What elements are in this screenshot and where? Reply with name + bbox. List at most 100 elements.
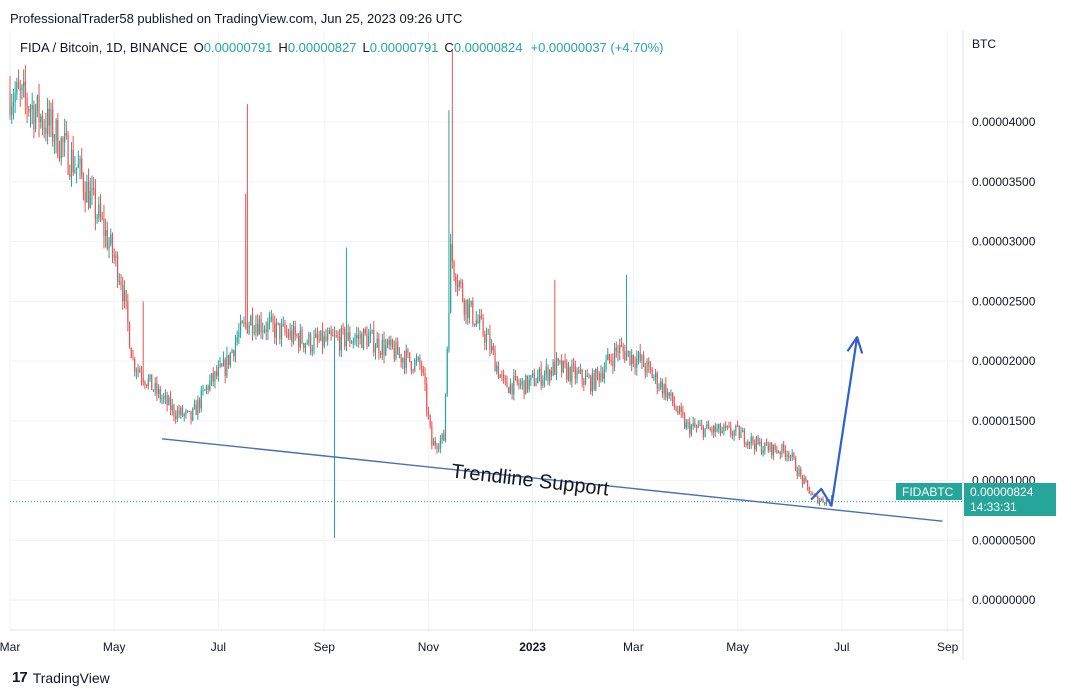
candle-body <box>533 373 535 386</box>
candle-body <box>306 343 308 345</box>
candle-body <box>356 335 358 339</box>
candle-body <box>279 323 281 340</box>
candle-body <box>330 330 332 336</box>
candle-body <box>583 380 585 385</box>
candle-body <box>550 370 552 376</box>
candle-body <box>349 332 351 344</box>
candle-body <box>564 360 566 364</box>
candle-body <box>455 276 457 285</box>
trendline-support[interactable] <box>161 438 943 522</box>
candle-body <box>593 373 595 390</box>
candle-body <box>494 350 496 372</box>
candle-body <box>419 357 421 366</box>
candle-body <box>388 340 390 346</box>
y-tick-label: 0.00000000 <box>972 593 1036 607</box>
grid <box>9 30 963 630</box>
candle-body <box>817 495 819 504</box>
time-axis[interactable]: Mar May Jul Sep Nov 2023 Mar May Jul Sep <box>0 640 959 654</box>
candle-body <box>415 359 418 361</box>
candle-body <box>523 380 525 395</box>
candle-body <box>721 430 723 434</box>
candle-body <box>204 389 206 391</box>
candle-body <box>77 164 79 168</box>
candle-body <box>685 423 687 428</box>
candle-body <box>571 364 573 382</box>
candle-body <box>443 433 445 441</box>
candle-body <box>656 373 658 389</box>
candle-body <box>154 382 156 391</box>
candle-body <box>549 370 551 382</box>
candle-body <box>520 383 522 386</box>
projection-arrowhead <box>846 336 864 354</box>
candle-body <box>327 333 329 341</box>
candle-body <box>528 379 530 390</box>
candle-body <box>629 351 631 365</box>
candle-body <box>304 343 307 349</box>
candle-body <box>554 361 556 375</box>
candle-body <box>245 322 247 325</box>
candle-body <box>251 315 254 333</box>
x-tick-label: Sep <box>937 640 959 654</box>
projection-arrow[interactable] <box>810 337 859 507</box>
candle-body <box>513 375 515 395</box>
candle-body <box>701 424 703 427</box>
x-tick-label: May <box>726 640 749 654</box>
candle-body <box>668 392 670 396</box>
candle-body <box>820 498 822 501</box>
candle-body <box>178 410 180 415</box>
footer: 17 TradingView <box>12 669 110 686</box>
candle-body <box>350 342 353 344</box>
candle-body <box>289 330 291 338</box>
candle-body <box>557 358 559 361</box>
candle-body <box>110 234 112 245</box>
candle-body <box>87 181 90 208</box>
candle-body <box>812 494 814 496</box>
candle-body <box>216 371 218 376</box>
candle-body <box>622 346 624 352</box>
candle-body <box>738 425 740 439</box>
candle-body <box>231 350 233 353</box>
candle-body <box>156 382 158 394</box>
candle-body <box>286 332 288 334</box>
candle-body <box>390 339 392 346</box>
candle-body <box>687 422 689 424</box>
candle-body <box>661 381 664 395</box>
candle-body <box>432 441 435 446</box>
symbol-badge-bg <box>896 483 962 500</box>
candle-body <box>723 425 725 431</box>
candle-body <box>608 354 611 360</box>
candle-body <box>122 285 124 302</box>
candle-body <box>461 283 464 301</box>
candle-body <box>791 453 793 457</box>
price-axis[interactable]: 0.00004000 0.00003500 0.00003000 0.00002500… <box>972 115 1036 607</box>
candle-body <box>212 373 214 382</box>
candle-body <box>219 364 221 367</box>
candle-body <box>371 330 373 333</box>
candle-body <box>424 373 426 385</box>
tradingview-logo-icon[interactable]: 17 <box>12 669 28 686</box>
candle-body <box>12 102 15 107</box>
candle-body <box>485 333 488 343</box>
candle-body <box>60 138 62 159</box>
open-label: O <box>194 40 204 55</box>
candle-body <box>499 374 501 378</box>
candle-body <box>605 360 607 370</box>
tradingview-brand[interactable]: TradingView <box>32 669 110 686</box>
candle-body <box>781 444 783 455</box>
candle-body <box>65 133 67 136</box>
candle-body <box>818 500 821 504</box>
candle-body <box>728 426 730 428</box>
candle-body <box>441 433 443 440</box>
candle-body <box>94 189 96 219</box>
candle-body <box>450 244 452 314</box>
candle-body <box>779 452 781 455</box>
candle-body <box>673 402 675 407</box>
candle-body <box>760 441 763 454</box>
candle-body <box>762 450 764 454</box>
candle-body <box>344 328 346 347</box>
candle-body <box>187 410 189 412</box>
candle-body <box>586 375 588 377</box>
candle-body <box>280 324 283 340</box>
candle-body <box>576 371 578 379</box>
